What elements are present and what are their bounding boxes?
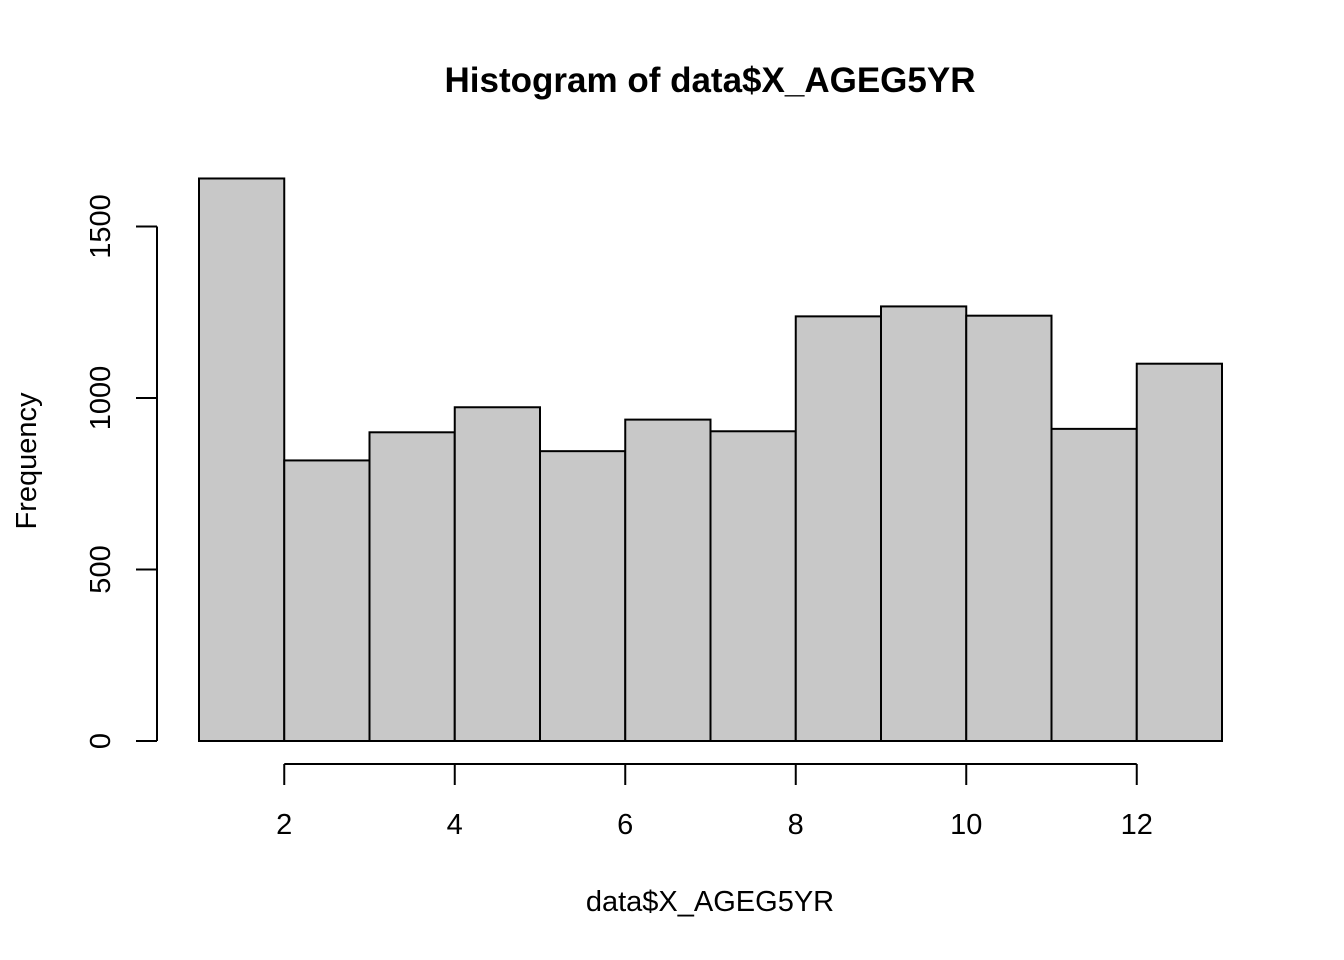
histogram-bar-2 bbox=[283, 459, 371, 742]
x-tick-label-6: 6 bbox=[617, 809, 633, 841]
x-tick-label-4: 4 bbox=[447, 809, 463, 841]
bars-group bbox=[198, 177, 1223, 743]
y-tick-label-1500: 1500 bbox=[85, 194, 117, 259]
histogram-bar-4 bbox=[453, 406, 541, 742]
histogram-bar-5 bbox=[539, 450, 627, 742]
histogram-bar-8 bbox=[794, 315, 882, 742]
histogram-bar-12 bbox=[1135, 362, 1223, 742]
x-axis: 2 4 6 8 10 12 bbox=[276, 763, 1153, 841]
histogram-bar-11 bbox=[1050, 427, 1138, 742]
y-axis: 0 500 1000 1500 bbox=[85, 194, 158, 749]
y-tick-label-500: 500 bbox=[85, 545, 117, 593]
x-tick-label-10: 10 bbox=[950, 809, 982, 841]
histogram-bar-6 bbox=[624, 418, 712, 742]
x-tick-label-2: 2 bbox=[276, 809, 292, 841]
x-tick-label-8: 8 bbox=[788, 809, 804, 841]
y-tick-label-0: 0 bbox=[85, 733, 117, 749]
histogram-bar-3 bbox=[368, 431, 456, 742]
y-tick-label-1000: 1000 bbox=[85, 366, 117, 431]
histogram-bar-7 bbox=[709, 430, 797, 742]
x-axis-label: data$X_AGEG5YR bbox=[586, 886, 834, 918]
histogram-bar-9 bbox=[880, 305, 968, 742]
histogram-bar-10 bbox=[965, 314, 1053, 742]
x-tick-label-12: 12 bbox=[1121, 809, 1153, 841]
y-axis-label: Frequency bbox=[11, 392, 43, 530]
chart-title: Histogram of data$X_AGEG5YR bbox=[445, 61, 976, 100]
histogram-bar-1 bbox=[198, 177, 286, 743]
